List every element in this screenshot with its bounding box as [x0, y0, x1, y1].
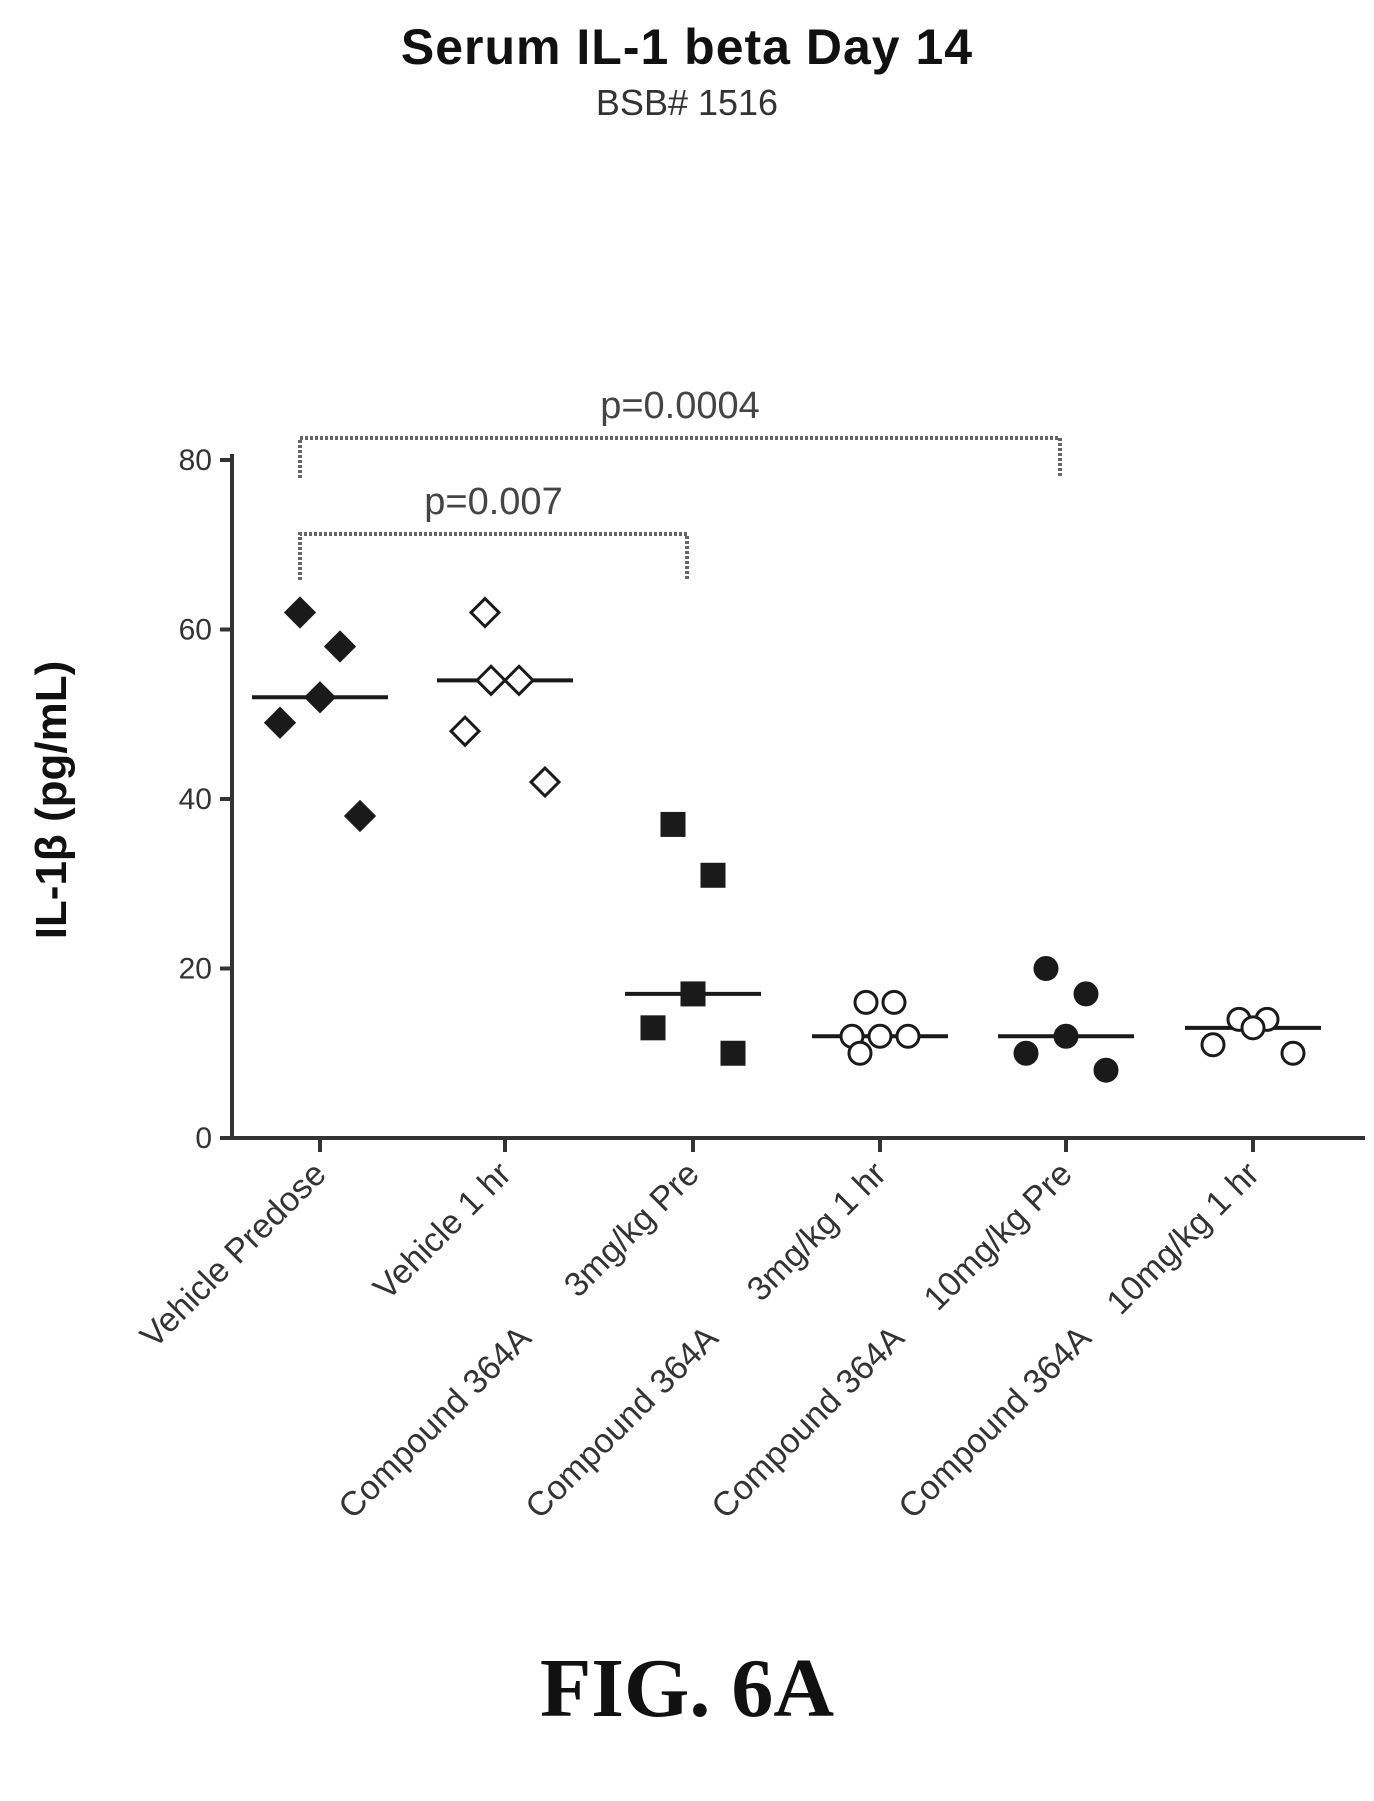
- y-tick-label: 0: [195, 1122, 212, 1155]
- data-point: [468, 596, 502, 629]
- significance-bracket: [298, 436, 1062, 478]
- data-point: [895, 1023, 921, 1049]
- significance-bracket: [298, 532, 689, 580]
- data-point: [528, 765, 562, 799]
- data-point: [502, 664, 536, 697]
- data-point: [343, 799, 377, 833]
- x-tick-label-compound: Compound 364A: [704, 1319, 912, 1527]
- data-point: [303, 681, 337, 714]
- scatter-chart: 0 20 40 60 80 IL-1β (pg/mL) Vehicle Predose Veh…: [27, 385, 1365, 1527]
- chart-subtitle: BSB# 1516: [595, 82, 779, 123]
- y-tick-label: 40: [179, 783, 212, 816]
- data-point: [660, 811, 686, 837]
- x-tick-label-compound: Compound 364A: [518, 1319, 726, 1527]
- data-point: [853, 989, 879, 1015]
- data-point: [1093, 1057, 1119, 1083]
- data-point: [263, 706, 297, 739]
- x-tick-label: Vehicle Predose: [133, 1155, 334, 1356]
- x-tick-label: 10mg/kg Pre: [916, 1155, 1079, 1318]
- y-axis-label: IL-1β (pg/mL): [27, 661, 76, 940]
- data-point: [448, 715, 482, 748]
- figure-label: FIG. 6A: [540, 1642, 834, 1735]
- y-tick-label: 20: [179, 953, 212, 986]
- x-tick-label-compound: Compound 364A: [891, 1319, 1099, 1527]
- data-point: [323, 630, 357, 663]
- data-point: [881, 989, 907, 1015]
- data-point: [283, 596, 317, 629]
- data-point: [640, 1015, 666, 1041]
- chart-title: Serum IL-1 beta Day 14: [400, 19, 974, 75]
- x-tick-label: Vehicle 1 hr: [366, 1155, 519, 1308]
- data-point: [680, 981, 706, 1007]
- data-point: [474, 664, 508, 697]
- y-tick-label: 60: [179, 614, 212, 647]
- data-point: [1053, 1023, 1079, 1049]
- data-point: [1013, 1040, 1039, 1066]
- p-value-label: p=0.0004: [600, 385, 760, 427]
- data-point: [1033, 956, 1059, 981]
- data-point: [700, 862, 726, 888]
- data-point: [1200, 1032, 1226, 1058]
- x-tick-label: 3mg/kg Pre: [557, 1155, 707, 1305]
- x-tick-label-compound: Compound 364A: [331, 1319, 539, 1527]
- x-tick-label: 3mg/kg 1 hr: [740, 1155, 894, 1309]
- data-point: [847, 1040, 873, 1066]
- data-point: [720, 1040, 746, 1066]
- data-point: [1240, 1015, 1266, 1041]
- x-tick-label: 10mg/kg 1 hr: [1099, 1155, 1266, 1322]
- data-point: [867, 1023, 893, 1049]
- y-tick-label: 80: [179, 444, 212, 477]
- data-point: [1280, 1040, 1306, 1066]
- p-value-label: p=0.007: [424, 481, 562, 523]
- data-point: [1073, 981, 1099, 1007]
